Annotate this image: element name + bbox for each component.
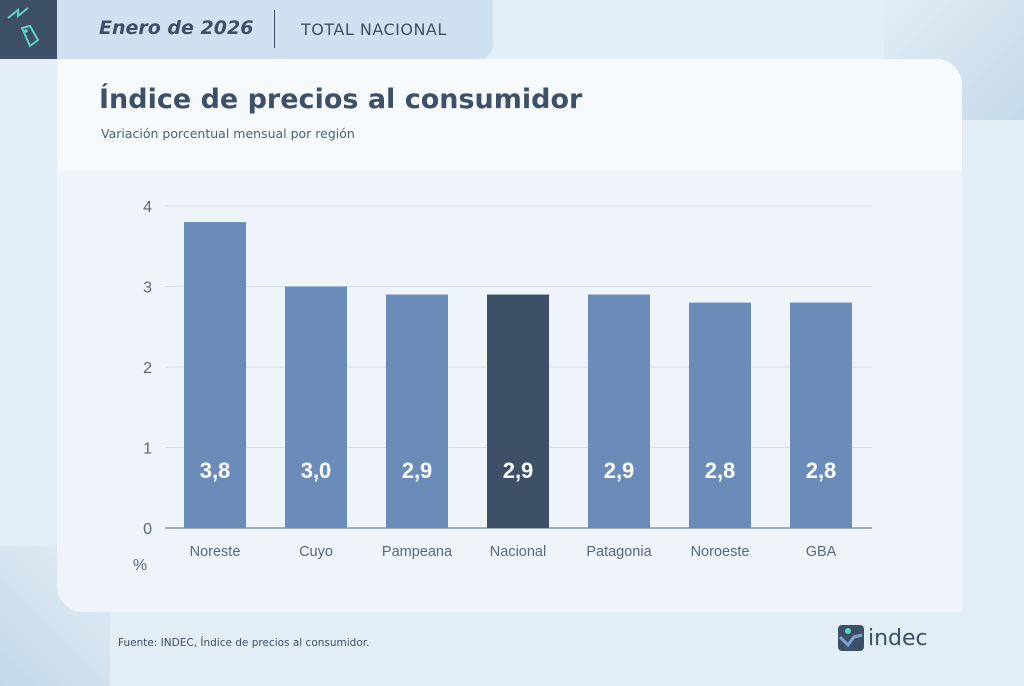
y-tick-label: 4 bbox=[143, 199, 152, 216]
y-tick-label: 1 bbox=[143, 441, 152, 458]
bar-gba bbox=[790, 302, 852, 528]
data-label: 2,9 bbox=[503, 458, 534, 483]
category-label: Noreste bbox=[190, 544, 241, 560]
data-label: 3,0 bbox=[301, 458, 332, 483]
bar-pampeana bbox=[386, 294, 448, 528]
category-label: Patagonia bbox=[586, 544, 652, 560]
chart-title: Índice de precios al consumidor bbox=[99, 84, 583, 115]
data-label: 2,8 bbox=[806, 458, 837, 483]
bar-patagonia bbox=[588, 294, 650, 528]
category-label: GBA bbox=[806, 544, 837, 560]
category-label: Nacional bbox=[490, 544, 546, 560]
category-label: Cuyo bbox=[299, 544, 333, 560]
bar-nacional bbox=[487, 294, 549, 528]
data-label: 2,9 bbox=[402, 458, 433, 483]
card-header: Índice de precios al consumidor Variació… bbox=[57, 59, 962, 170]
data-label: 3,8 bbox=[200, 458, 231, 483]
data-label: 2,8 bbox=[705, 458, 736, 483]
category-label: Pampeana bbox=[382, 544, 453, 560]
y-tick-label: 2 bbox=[143, 360, 152, 377]
period-label: Enero de 2026 bbox=[99, 17, 254, 39]
indec-logo-icon bbox=[838, 625, 864, 651]
chart-subtitle: Variación porcentual mensual por región bbox=[101, 126, 355, 141]
bar-cuyo bbox=[285, 286, 347, 528]
price-tag-icon bbox=[0, 0, 57, 59]
logo-text: indec bbox=[868, 625, 928, 651]
y-tick-label: 3 bbox=[143, 280, 152, 297]
scope-label: TOTAL NACIONAL bbox=[301, 20, 447, 39]
y-tick-label: 0 bbox=[143, 521, 152, 538]
header-bar: Enero de 2026 TOTAL NACIONAL bbox=[57, 0, 493, 59]
data-label: 2,9 bbox=[604, 458, 635, 483]
y-axis-unit: % bbox=[133, 557, 147, 574]
source-note: Fuente: INDEC, Índice de precios al cons… bbox=[118, 637, 370, 649]
divider bbox=[274, 10, 275, 48]
category-label: Noroeste bbox=[691, 544, 750, 560]
bar-noreste bbox=[184, 222, 246, 528]
bar-noroeste bbox=[689, 302, 751, 528]
indec-logo: indec bbox=[838, 625, 928, 651]
